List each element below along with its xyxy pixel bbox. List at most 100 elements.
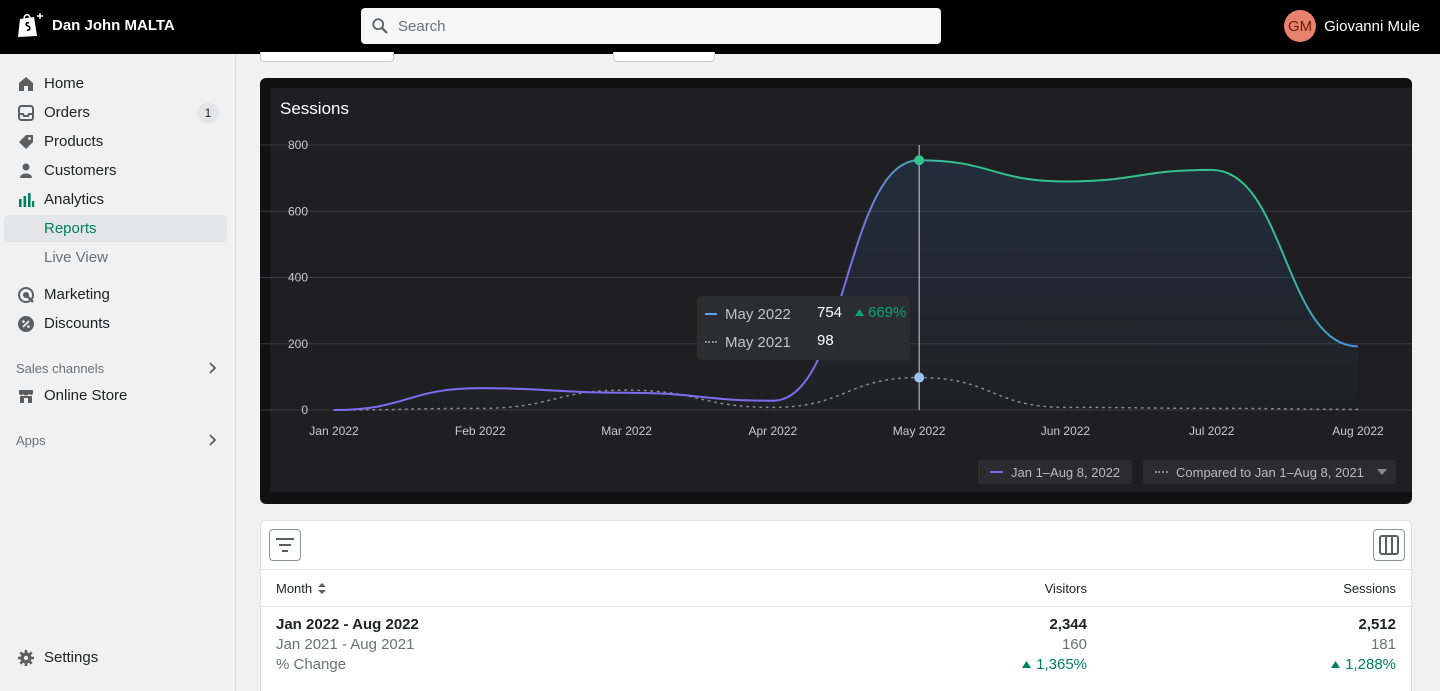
sidebar-item-label: Orders — [44, 104, 90, 121]
x-tick-label: Mar 2022 — [601, 424, 652, 438]
sidebar-item-home[interactable]: Home — [4, 70, 227, 97]
discount-icon — [16, 314, 36, 334]
search-bar[interactable] — [361, 8, 941, 44]
store-brand[interactable]: Dan John MALTA — [14, 10, 175, 40]
sessions-change: 1,288% — [1331, 656, 1396, 673]
user-menu[interactable]: GM Giovanni Mule — [1284, 10, 1420, 42]
hover-point-current — [914, 155, 925, 166]
tag-icon — [16, 132, 36, 152]
orders-count-badge: 1 — [197, 102, 219, 123]
y-tick-label: 800 — [288, 138, 308, 152]
change-label: % Change — [276, 656, 347, 673]
date-range-button[interactable] — [260, 52, 394, 62]
tooltip-previous-row: May 2021 98 — [705, 332, 905, 352]
y-tick-label: 600 — [288, 204, 308, 218]
legend-current-period[interactable]: Jan 1–Aug 8, 2022 — [978, 460, 1133, 484]
legend-compare-period[interactable]: Compared to Jan 1–Aug 8, 2021 — [1143, 460, 1376, 484]
home-icon — [16, 74, 36, 94]
user-name: Giovanni Mule — [1324, 17, 1420, 35]
tooltip-change-value: 669% — [868, 304, 907, 321]
column-sessions[interactable]: Sessions — [1343, 581, 1396, 596]
report-table-card: Month Visitors Sessions Jan 2022 - Aug 2… — [260, 520, 1412, 691]
tooltip-current-value: 754 — [817, 304, 843, 321]
sidebar-item-label: Settings — [44, 649, 99, 666]
legend-dropdown-button[interactable] — [1368, 460, 1396, 484]
tooltip-previous-marker — [705, 341, 717, 343]
bar-chart-icon — [16, 190, 36, 210]
search-icon — [372, 18, 388, 34]
main-content: Sessions 0 200 400 600 800 Jan 2022 Feb 2022 Ma… — [236, 52, 1440, 691]
chart-title: Sessions — [280, 99, 349, 118]
series-area — [334, 160, 1358, 410]
sales-channels-label: Sales channels — [16, 360, 105, 376]
sidebar-item-discounts[interactable]: Discounts — [4, 310, 227, 337]
sort-icon — [318, 583, 327, 594]
sidebar-item-products[interactable]: Products — [4, 128, 227, 155]
up-arrow-icon — [1022, 661, 1032, 668]
sidebar-item-online-store[interactable]: Online Store — [4, 382, 227, 409]
column-visitors[interactable]: Visitors — [1044, 581, 1087, 596]
sidebar: Home Orders 1 Products Customers Analyti… — [0, 54, 236, 691]
sidebar-item-label: Home — [44, 75, 85, 92]
filter-button[interactable] — [269, 529, 301, 561]
table-header: Month Visitors Sessions — [261, 569, 1411, 607]
sessions-chart-card: Sessions 0 200 400 600 800 Jan 2022 Feb 2022 Ma… — [260, 78, 1412, 504]
store-name: Dan John MALTA — [52, 16, 175, 34]
up-arrow-icon — [1331, 661, 1341, 668]
sidebar-item-label: Reports — [44, 220, 97, 237]
x-tick-label: Feb 2022 — [455, 424, 506, 438]
y-tick-label: 400 — [288, 271, 308, 285]
comparison-button[interactable] — [613, 52, 715, 62]
series-line-compare — [333, 376, 1359, 411]
sidebar-item-label: Customers — [44, 162, 117, 179]
sessions-change-value: 1,288% — [1345, 656, 1396, 673]
sessions-previous: 181 — [1370, 636, 1396, 653]
sales-channels-header[interactable]: Sales channels — [16, 358, 220, 378]
visitors-previous: 160 — [1061, 636, 1087, 653]
previous-period-label: Jan 2021 - Aug 2021 — [276, 636, 415, 653]
y-tick-label: 0 — [301, 403, 308, 417]
column-month[interactable]: Month — [276, 581, 327, 596]
visitors-change: 1,365% — [1022, 656, 1087, 673]
caret-down-icon — [1377, 469, 1387, 475]
tooltip-current-row: May 2022 754 669% — [705, 304, 906, 324]
sidebar-item-label: Live View — [44, 249, 108, 266]
columns-icon — [1379, 535, 1399, 555]
apps-header[interactable]: Apps — [16, 430, 220, 450]
sidebar-item-reports[interactable]: Reports — [4, 215, 227, 242]
sidebar-item-marketing[interactable]: Marketing — [4, 281, 227, 308]
legend-dotted-marker — [1155, 471, 1168, 473]
sidebar-item-label: Products — [44, 133, 104, 150]
chevron-right-icon — [209, 434, 217, 446]
current-period-label: Jan 2022 - Aug 2022 — [276, 616, 419, 633]
sessions-line-chart: 0 200 400 600 800 Jan 2022 Feb 2022 Mar 2022 Apr… — [260, 138, 1412, 438]
avatar: GM — [1284, 10, 1317, 42]
gear-icon — [16, 648, 36, 668]
x-tick-label: Jun 2022 — [1041, 424, 1091, 438]
sidebar-item-live-view[interactable]: Live View — [4, 244, 227, 271]
tooltip-change: 669% — [855, 304, 906, 321]
series-line-current — [333, 159, 1359, 411]
search-input[interactable] — [398, 17, 898, 35]
y-tick-label: 200 — [288, 337, 308, 351]
x-tick-label: Apr 2022 — [749, 424, 798, 438]
legend-line-marker — [990, 471, 1003, 473]
sidebar-item-customers[interactable]: Customers — [4, 157, 227, 184]
column-month-label: Month — [276, 581, 313, 596]
visitors-current: 2,344 — [1049, 616, 1087, 633]
columns-button[interactable] — [1373, 529, 1405, 561]
tooltip-previous-value: 98 — [817, 332, 834, 349]
tooltip-previous-label: May 2021 — [725, 333, 791, 351]
sessions-current: 2,512 — [1358, 616, 1396, 633]
x-tick-label: May 2022 — [893, 424, 946, 438]
hover-point-compare — [914, 372, 925, 383]
sidebar-item-analytics[interactable]: Analytics — [4, 186, 227, 213]
sidebar-item-settings[interactable]: Settings — [4, 644, 227, 671]
top-bar: Dan John MALTA GM Giovanni Mule — [0, 0, 1440, 54]
sidebar-item-label: Online Store — [44, 387, 128, 404]
sidebar-item-orders[interactable]: Orders 1 — [4, 99, 227, 126]
chevron-right-icon — [209, 362, 217, 374]
person-icon — [16, 161, 36, 181]
tooltip-current-label: May 2022 — [725, 305, 791, 323]
up-arrow-icon — [855, 309, 864, 316]
